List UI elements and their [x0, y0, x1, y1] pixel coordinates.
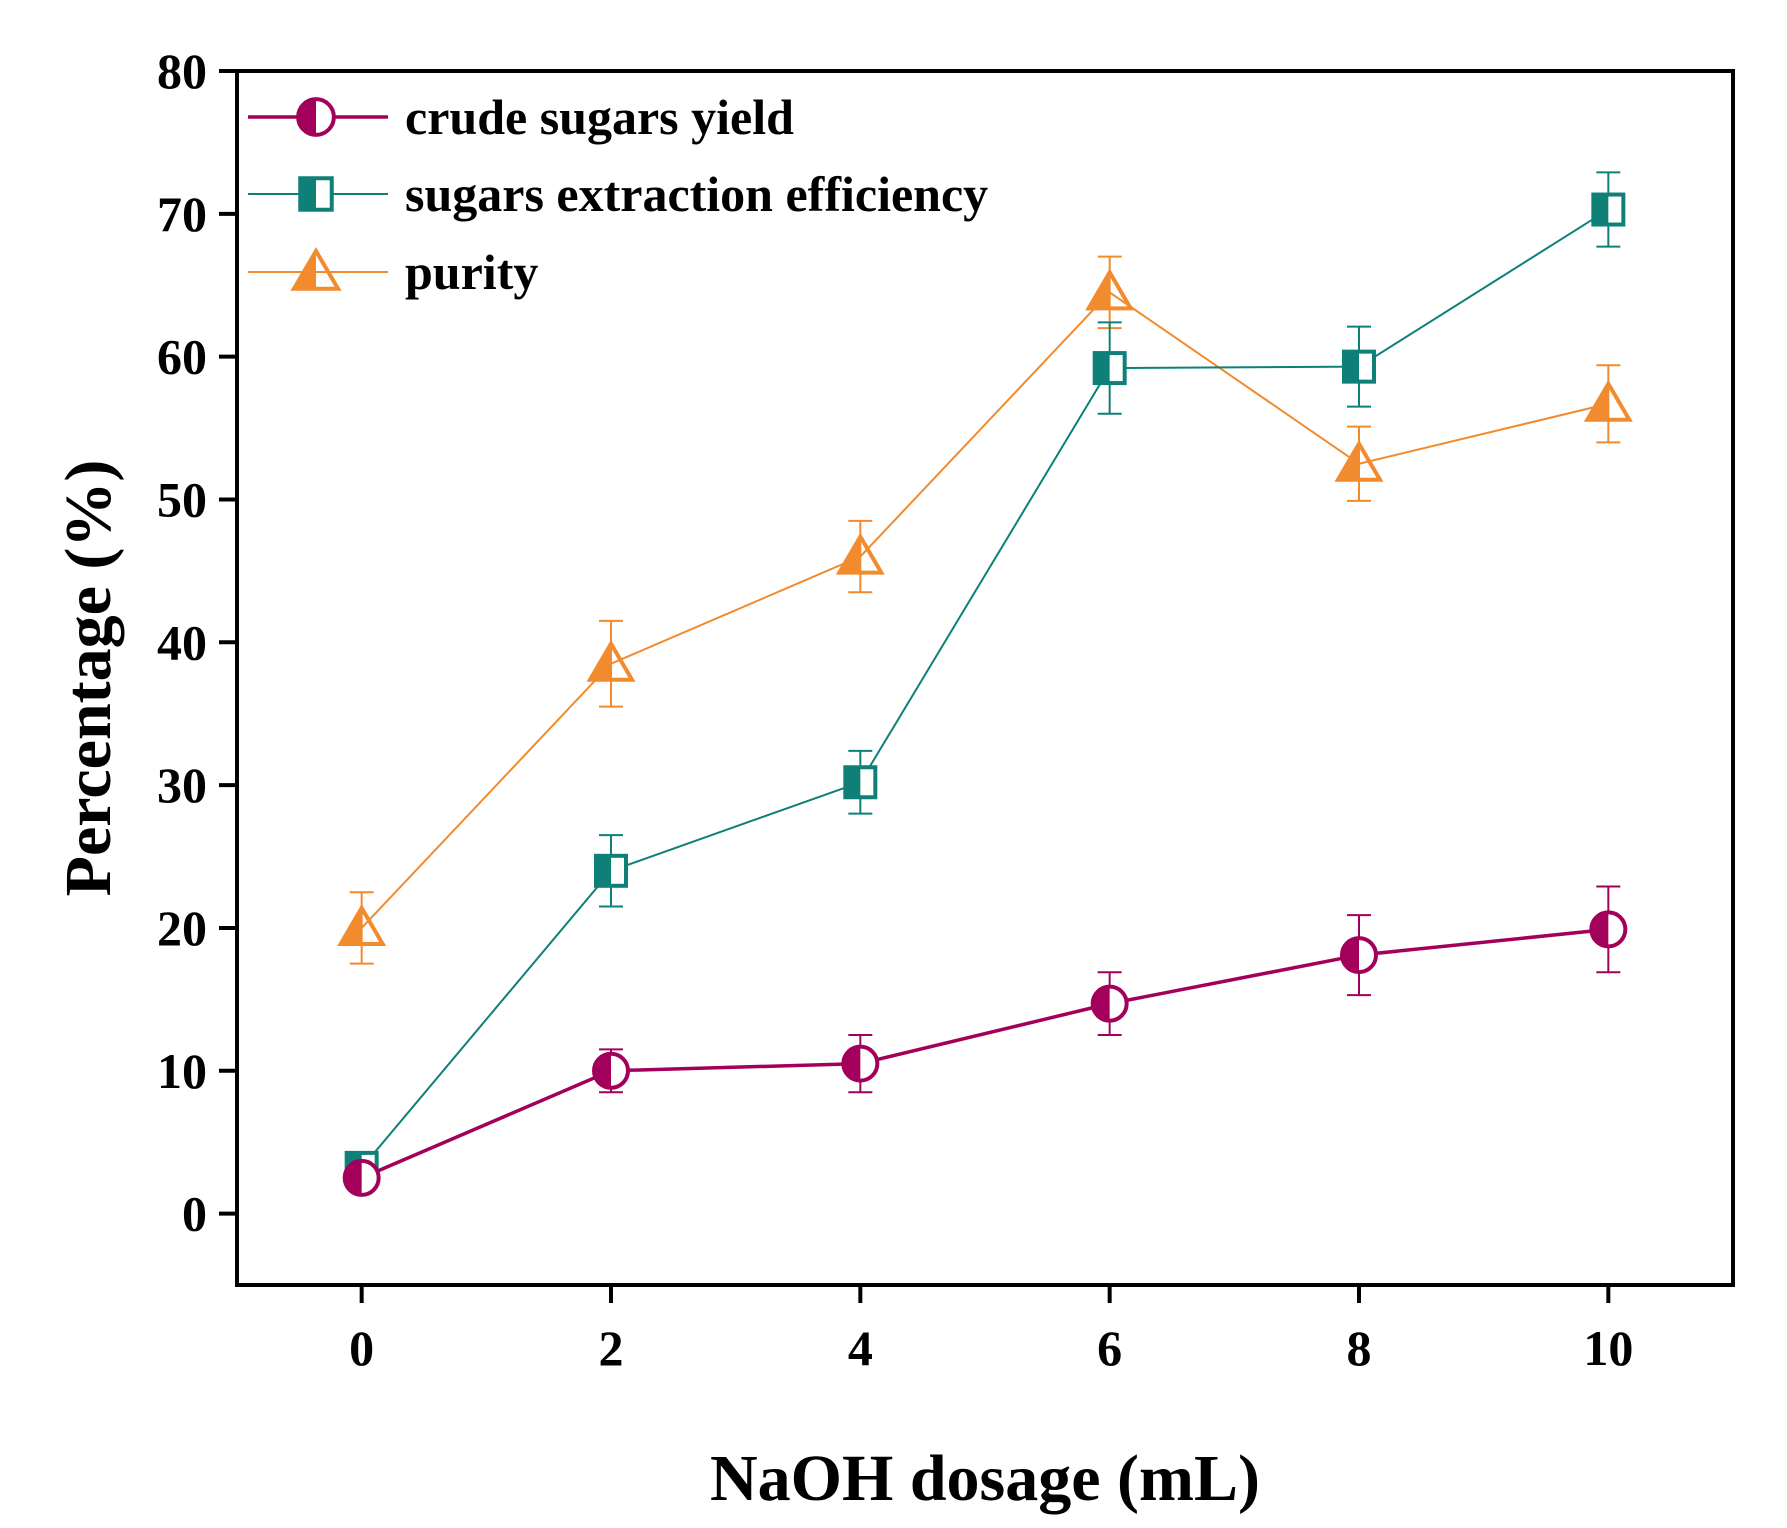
y-axis: 0 10 20 30 40 50 60 70 80 [157, 43, 237, 1242]
series-0 [342, 885, 1628, 1197]
y-tick-label: 50 [157, 471, 207, 527]
x-axis: 0 2 4 6 8 10 [349, 1285, 1633, 1376]
data-point [843, 765, 878, 800]
y-tick-label: 10 [157, 1043, 207, 1099]
y-tick-label: 80 [157, 43, 207, 99]
data-point [592, 1051, 630, 1090]
x-tick-label: 2 [599, 1320, 624, 1376]
legend-marker [290, 247, 342, 291]
data-point [1589, 910, 1628, 949]
y-tick-label: 20 [157, 900, 207, 956]
plot-frame [235, 69, 1735, 1287]
legend-item: crude sugars yield [248, 89, 794, 145]
legend-marker [298, 176, 334, 212]
data-point [841, 1044, 880, 1083]
x-tick-label: 6 [1097, 1320, 1122, 1376]
data-point [1340, 936, 1378, 975]
legend-label: crude sugars yield [405, 89, 794, 145]
data-point [1085, 268, 1135, 311]
series-line [360, 927, 1609, 1180]
y-tick-label: 40 [157, 614, 207, 670]
y-tick-label: 70 [157, 186, 207, 242]
legend-item: purity [248, 244, 538, 300]
x-tick-label: 4 [848, 1320, 873, 1376]
data-point [586, 639, 636, 682]
series-layer [337, 171, 1633, 1197]
data-point [342, 1158, 381, 1197]
x-tick-label: 8 [1347, 1320, 1372, 1376]
y-tick-label: 0 [182, 1186, 207, 1242]
data-point [1583, 379, 1633, 422]
legend-label: purity [405, 244, 538, 300]
x-tick-label: 10 [1583, 1320, 1633, 1376]
data-point [1092, 351, 1127, 386]
data-point [835, 532, 885, 575]
y-axis-title: Percentage (%) [52, 460, 125, 897]
legend-label: sugars extraction efficiency [405, 166, 988, 222]
y-tick-label: 30 [157, 757, 207, 813]
data-point [1342, 349, 1376, 384]
series-line [360, 208, 1609, 1169]
legend-item: sugars extraction efficiency [248, 166, 988, 222]
data-point [337, 903, 387, 946]
data-point [1090, 984, 1129, 1023]
x-axis-title: NaOH dosage (mL) [710, 1442, 1260, 1515]
legend: crude sugars yield sugars extraction effi… [248, 89, 988, 300]
data-point [1591, 192, 1626, 227]
data-point [594, 853, 628, 888]
series-line [360, 291, 1609, 929]
data-point [1334, 439, 1384, 482]
y-tick-label: 60 [157, 329, 207, 385]
x-tick-label: 0 [349, 1320, 374, 1376]
legend-marker [296, 97, 336, 137]
series-1 [344, 171, 1626, 1185]
